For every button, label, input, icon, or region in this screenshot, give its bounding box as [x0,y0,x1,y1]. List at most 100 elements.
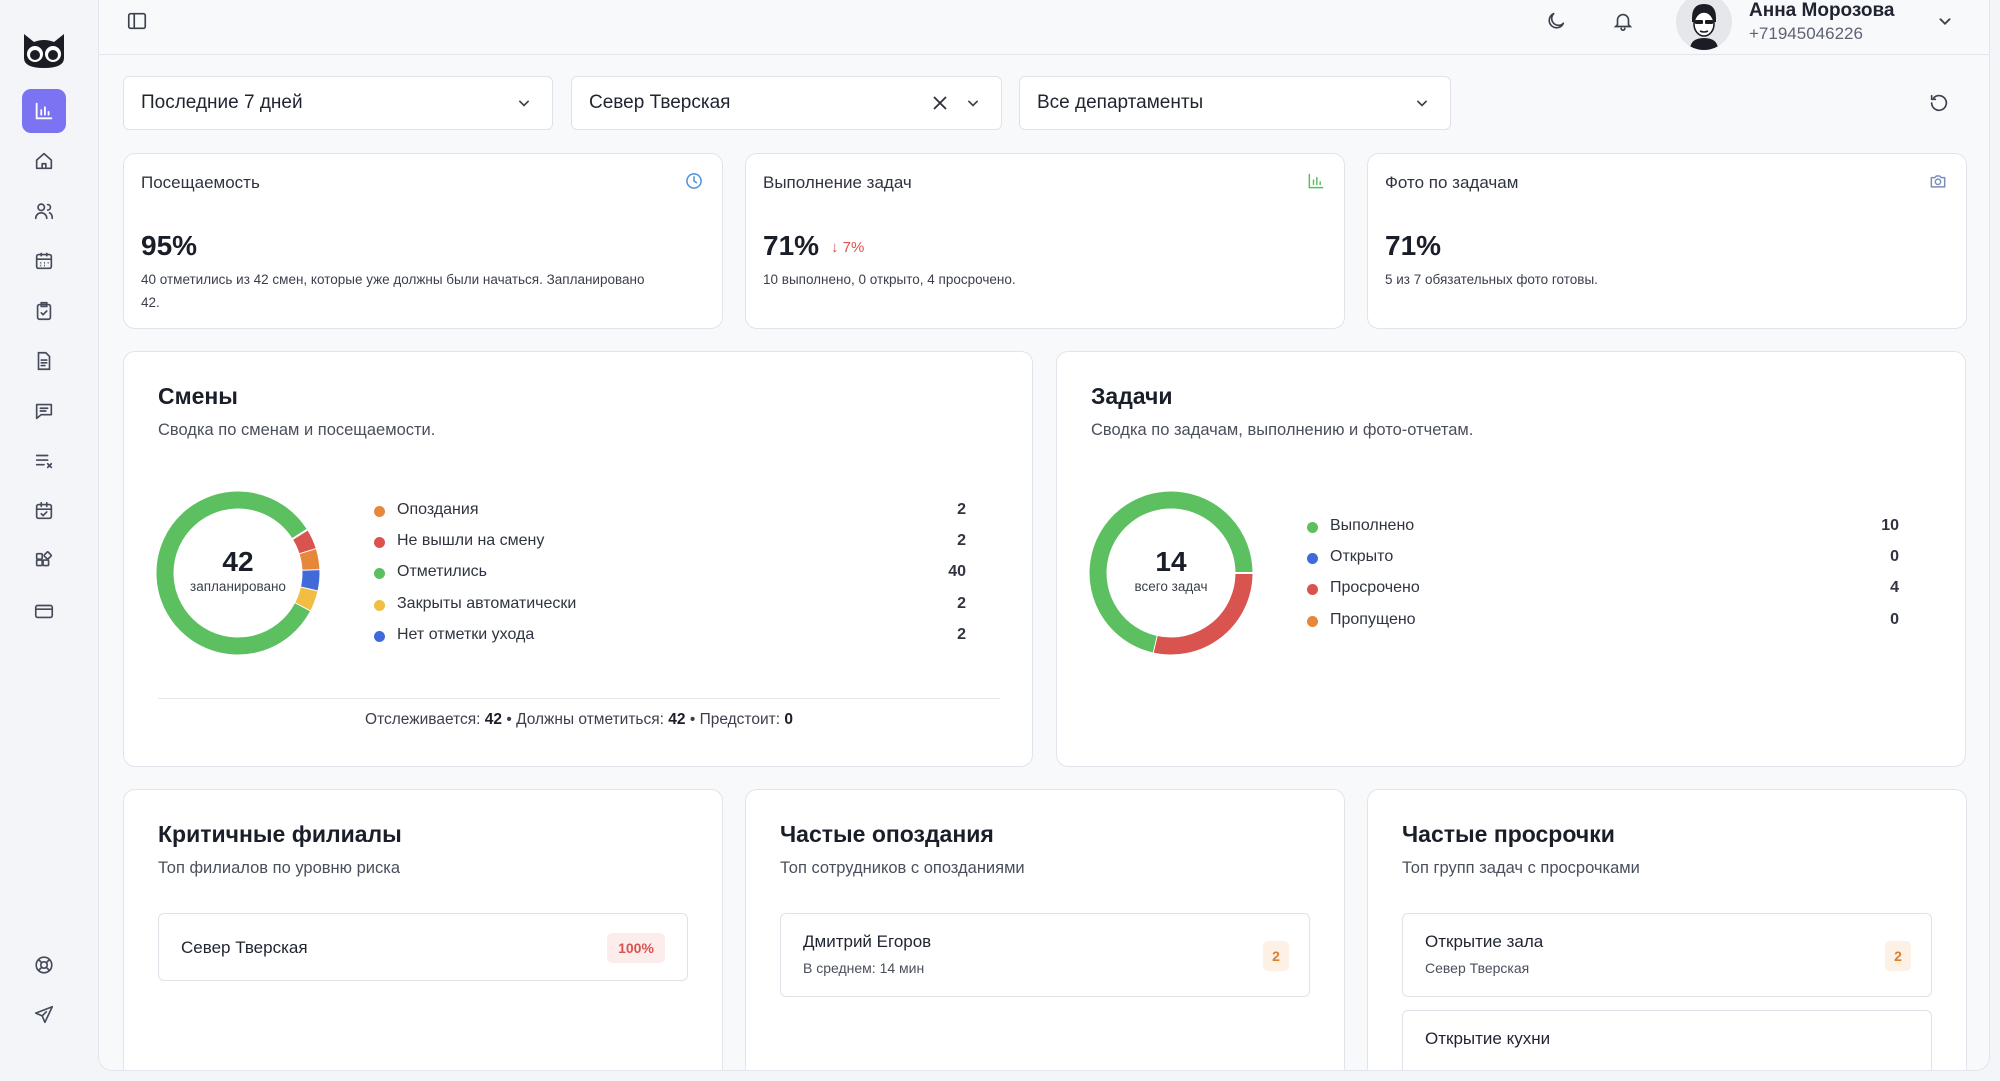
legend-item: Открыто 0 [1307,548,1899,570]
legend-color-dot [374,568,385,580]
legend-value: 0 [1890,548,1899,566]
calendar-icon [35,252,53,270]
task-completion-delta: ↓ 7% [831,239,865,256]
shifts-title: Смены [158,383,238,409]
list-item[interactable]: Открытие зала Север Тверская 2 [1402,913,1932,997]
list-item[interactable]: Север Тверская 100% [158,913,688,981]
shifts-summary: Отслеживается: 42 • Должны отметиться: 4… [365,711,793,728]
sidebar-item-events[interactable] [22,489,66,533]
task-photos-card: Фото по задачам 71% 5 из 7 обязательных … [1367,153,1967,329]
attendance-description: 40 отметились из 42 смен, которые уже до… [141,272,645,310]
legend-value: 2 [957,532,966,550]
legend-color-dot [1307,584,1318,596]
donut-segment [1152,572,1253,655]
legend-label: Пропущено [1330,610,1416,628]
sidebar [0,0,98,1081]
frequent-overdue-subtitle: Топ групп задач с просрочками [1402,859,1640,877]
sidebar-item-documents[interactable] [22,339,66,383]
legend-value: 40 [948,563,966,581]
legend-item: Отметились 40 [374,563,966,585]
late-count-badge: 2 [1263,941,1289,971]
legend-color-dot [374,506,385,517]
chevron-down-icon [1939,18,1951,26]
donut-separator [291,528,309,541]
user-phone: +71945046226 [1749,24,1863,43]
legend-item: Нет отметки ухода 2 [374,626,966,648]
frequent-late-card: Частые опоздания Топ сотрудников с опозд… [745,789,1345,1070]
sidebar-item-tasks[interactable] [22,289,66,333]
legend-item: Выполнено 10 [1307,517,1899,539]
user-name[interactable]: Анна Морозова [1749,0,1895,21]
shifts-subtitle: Сводка по сменам и посещаемости. [158,421,436,439]
period-select[interactable]: Последние 7 дней [123,76,553,130]
camera-icon [1930,175,1946,188]
lifebuoy-icon [35,956,53,974]
sidebar-item-staff[interactable] [22,189,66,233]
shifts-total-value: 42 [222,546,254,577]
bar-chart-icon [1308,173,1324,189]
tasks-subtitle: Сводка по задачам, выполнению и фото-отч… [1091,421,1474,439]
legend-item: Пропущено 0 [1307,611,1899,633]
legend-value: 0 [1890,610,1899,628]
employee-average-delay: В среднем: 14 мин [803,960,925,976]
bar-chart-icon [35,102,53,120]
legend-value: 2 [957,594,966,612]
department-select-value: Все департаменты [1037,92,1204,113]
critical-branches-subtitle: Топ филиалов по уровню риска [158,859,400,877]
legend-value: 10 [1881,517,1899,534]
list-item[interactable]: Дмитрий Егоров В среднем: 14 мин 2 [780,913,1310,997]
tasks-card: Задачи Сводка по задачам, выполнению и ф… [1056,351,1966,767]
branch-select[interactable]: Север Тверская [571,76,1002,130]
attendance-value: 95% [141,230,198,261]
clipboard-check-icon [36,301,52,321]
chevron-down-icon [968,100,978,107]
legend-value: 4 [1890,579,1899,597]
toggle-sidebar-button[interactable] [120,4,154,38]
tasks-total-value: 14 [1155,546,1187,577]
chevron-down-icon [1417,100,1427,107]
sidebar-item-schedule[interactable] [22,239,66,283]
legend-label: Выполнено [1330,517,1415,534]
task-photos-description: 5 из 7 обязательных фото готовы. [1385,272,1598,287]
document-icon [37,351,51,371]
critical-branches-card: Критичные филиалы Топ филиалов по уровню… [123,789,723,1070]
top-bar: Анна Морозова +71945046226 [99,0,1989,55]
frequent-late-title: Частые опоздания [780,821,994,847]
avatar[interactable] [1676,0,1732,50]
user-menu-button[interactable] [1928,4,1962,38]
legend-label: Опоздания [397,501,479,518]
task-completion-description: 10 выполнено, 0 открыто, 4 просрочено. [763,272,1016,287]
theme-toggle-button[interactable] [1539,4,1573,38]
sidebar-item-feedback[interactable] [22,993,66,1037]
bell-icon [1613,13,1633,31]
period-select-value: Последние 7 дней [141,92,303,113]
notifications-button[interactable] [1606,4,1640,38]
close-icon[interactable] [929,92,951,114]
app-logo[interactable] [20,24,68,72]
calendar-check-icon [35,501,53,520]
tasks-title: Задачи [1091,383,1173,409]
task-completion-value: 71% [763,230,820,261]
branch-select-value: Север Тверская [589,92,731,113]
department-select[interactable]: Все департаменты [1019,76,1451,130]
attendance-card: Посещаемость 95% 40 отметились из 42 сме… [123,153,723,329]
legend-color-dot [374,537,385,549]
risk-badge: 100% [607,933,665,963]
sidebar-item-analytics[interactable] [22,89,66,133]
list-item[interactable]: Открытие кухни [1402,1010,1932,1070]
list-x-icon [35,454,53,469]
sidebar-item-branches[interactable] [22,139,66,183]
sidebar-item-violations[interactable] [22,439,66,483]
sidebar-item-billing[interactable] [22,589,66,633]
task-photos-title: Фото по задачам [1385,173,1519,192]
refresh-button[interactable] [1922,86,1956,120]
widgets-icon [35,551,53,567]
critical-branches-title: Критичные филиалы [158,821,402,847]
legend-label: Закрыты автоматически [397,594,577,612]
sidebar-item-integrations[interactable] [22,539,66,583]
sidebar-item-messages[interactable] [22,389,66,433]
sidebar-item-support[interactable] [22,943,66,987]
legend-label: Не вышли на смену [397,532,545,550]
sidebar-toggle-icon [127,12,147,30]
tasks-total-label: всего задач [1134,579,1208,594]
